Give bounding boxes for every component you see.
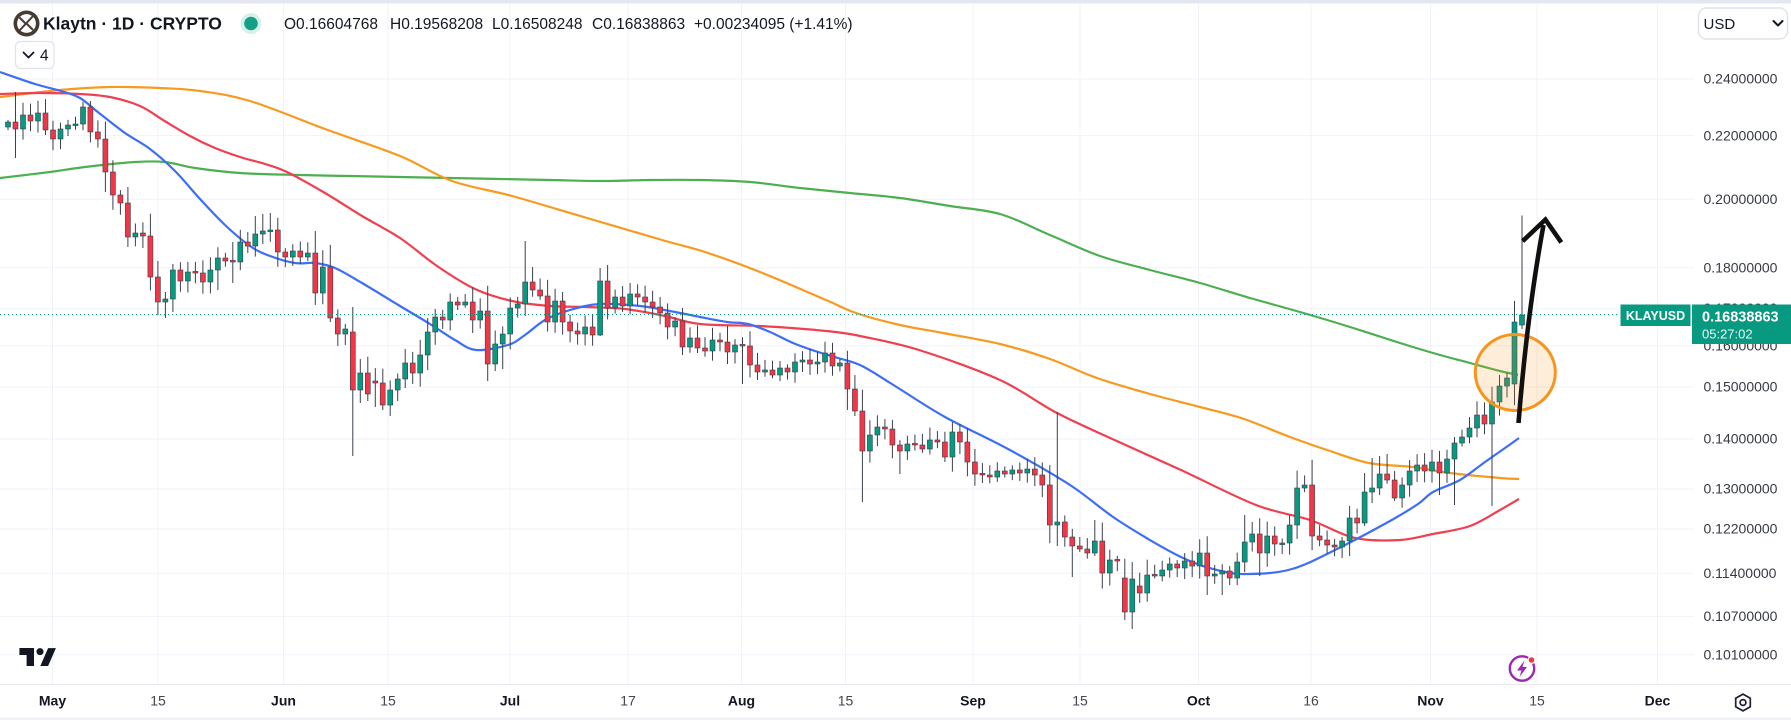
svg-text:O0.16604768: O0.16604768 [284, 16, 378, 33]
svg-text:Jul: Jul [500, 693, 520, 709]
svg-text:Oct: Oct [1187, 693, 1211, 709]
svg-text:Jun: Jun [271, 693, 296, 709]
svg-text:0.10100000: 0.10100000 [1704, 646, 1778, 662]
svg-text:05:27:02: 05:27:02 [1702, 327, 1753, 342]
svg-text:16: 16 [1303, 693, 1319, 709]
svg-text:15: 15 [838, 693, 854, 709]
svg-text:Sep: Sep [960, 693, 986, 709]
svg-text:0.14000000: 0.14000000 [1704, 431, 1778, 447]
svg-text:Dec: Dec [1645, 693, 1671, 709]
svg-text:15: 15 [150, 693, 166, 709]
svg-text:Klaytn · 1D · CRYPTO: Klaytn · 1D · CRYPTO [43, 14, 222, 34]
svg-text:0.18000000: 0.18000000 [1704, 260, 1778, 276]
svg-text:17: 17 [620, 693, 636, 709]
svg-text:H0.19568208: H0.19568208 [390, 16, 483, 33]
svg-text:0.15000000: 0.15000000 [1704, 379, 1778, 395]
svg-text:USD: USD [1704, 16, 1736, 33]
svg-text:0.10700000: 0.10700000 [1704, 608, 1778, 624]
svg-text:Nov: Nov [1417, 693, 1444, 709]
svg-text:Aug: Aug [728, 693, 755, 709]
svg-text:May: May [39, 693, 66, 709]
svg-text:0.20000000: 0.20000000 [1704, 191, 1778, 207]
svg-text:15: 15 [1072, 693, 1088, 709]
svg-text:C0.16838863: C0.16838863 [592, 16, 685, 33]
svg-text:+0.00234095 (+1.41%): +0.00234095 (+1.41%) [694, 16, 853, 33]
svg-text:0.13000000: 0.13000000 [1704, 481, 1778, 497]
svg-text:0.12200000: 0.12200000 [1704, 521, 1778, 537]
svg-text:KLAYUSD: KLAYUSD [1626, 309, 1685, 323]
svg-text:0.11400000: 0.11400000 [1704, 565, 1777, 581]
svg-text:15: 15 [1529, 693, 1545, 709]
svg-text:0.24000000: 0.24000000 [1704, 71, 1778, 87]
svg-text:L0.16508248: L0.16508248 [492, 16, 583, 33]
svg-text:0.22000000: 0.22000000 [1704, 127, 1778, 143]
svg-text:15: 15 [380, 693, 396, 709]
svg-text:4: 4 [40, 48, 49, 65]
svg-text:0.16838863: 0.16838863 [1702, 310, 1779, 326]
